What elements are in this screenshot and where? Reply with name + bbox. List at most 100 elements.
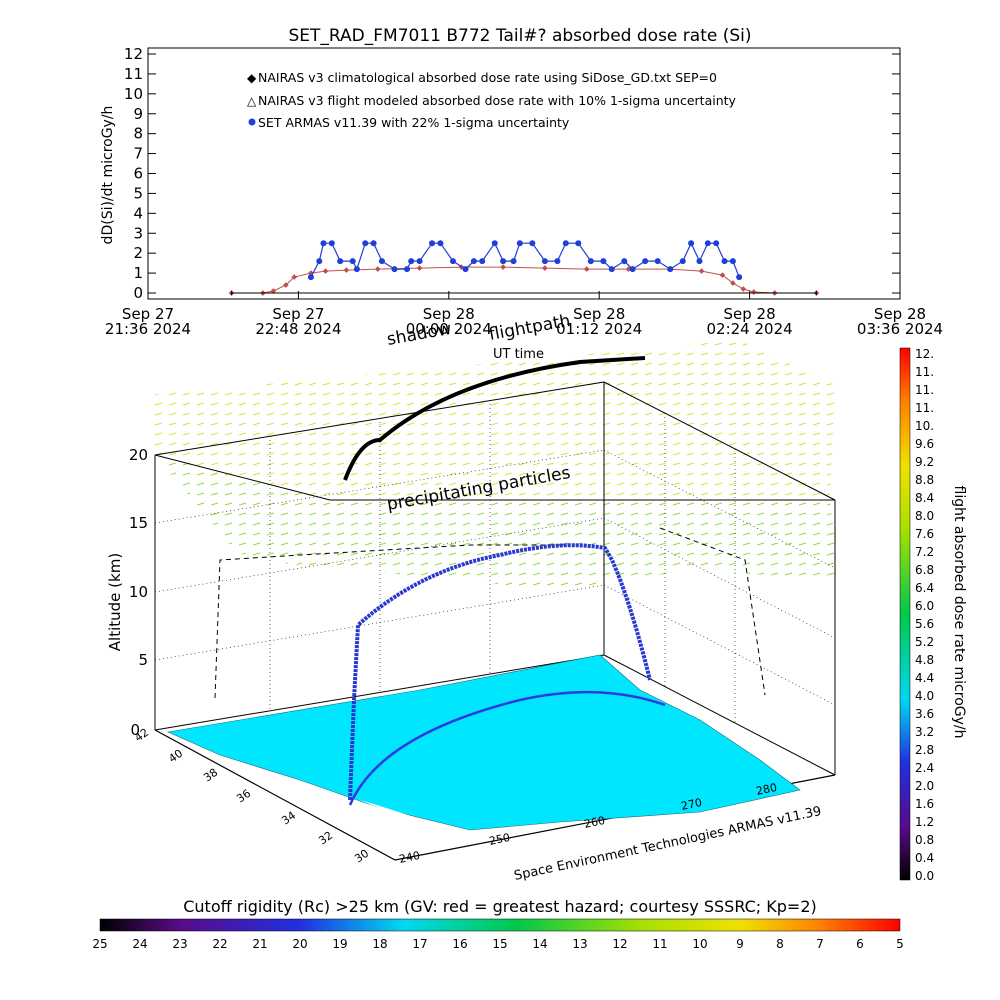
rigidity-colorbar-ticks: 25 24 23 22 21 20 19 18 17 16 15 14 13 12 11 10 9 8 7 6 5 xyxy=(92,937,903,951)
armas-point xyxy=(516,240,523,247)
lon-tick-270: 270 xyxy=(680,796,703,813)
y-tick-label: 0 xyxy=(133,284,143,302)
legend-label-armas: SET ARMAS v11.39 with 22% 1-sigma uncert… xyxy=(258,115,570,130)
nairas-clim-point xyxy=(500,264,506,270)
y-tick-label: 1 xyxy=(133,264,143,282)
precipitation-sheet-upper xyxy=(150,340,835,500)
legend-marker-armas xyxy=(248,118,256,126)
lat-tick-32: 32 xyxy=(316,829,335,848)
dose-tick-label: 11. xyxy=(915,401,934,415)
dose-tick-label: 10. xyxy=(915,419,934,433)
dose-tick-label: 0.0 xyxy=(915,869,934,883)
altitude-tick-0: 0 xyxy=(130,721,140,739)
nairas-clim-point xyxy=(270,288,277,294)
armas-point xyxy=(449,258,456,265)
x-tick-day: Sep 28 xyxy=(874,305,926,323)
armas-point xyxy=(370,240,377,247)
rigidity-tick-label: 14 xyxy=(532,937,547,951)
armas-point xyxy=(587,258,594,265)
dose-tick-label: 5.2 xyxy=(915,635,934,649)
y-tick-label: 10 xyxy=(124,85,143,103)
armas-point xyxy=(404,266,411,273)
armas-point xyxy=(328,240,335,247)
series-line-0 xyxy=(231,266,817,294)
altitude-tick-20: 20 xyxy=(129,446,148,464)
dose-tick-label: 4.0 xyxy=(915,689,934,703)
dose-tick-label: 9.6 xyxy=(915,437,934,451)
armas-point xyxy=(600,258,607,265)
flight-path xyxy=(348,543,652,801)
dose-colorbar-ticks: 0.0 0.4 0.8 1.2 1.6 2.0 2.4 2.8 3.2 3.6 4.0 4.4 4.8 5… xyxy=(915,347,934,883)
armas-point xyxy=(491,240,498,247)
armas-point xyxy=(696,258,703,265)
y-tick-label: 7 xyxy=(133,145,143,163)
dose-tick-label: 3.2 xyxy=(915,725,934,739)
armas-point xyxy=(353,266,360,273)
rigidity-tick-label: 17 xyxy=(412,937,427,951)
armas-point xyxy=(510,258,517,265)
armas-point xyxy=(320,240,327,247)
armas-point xyxy=(391,266,398,273)
x-tick-day: Sep 28 xyxy=(423,305,475,323)
dose-tick-label: 2.8 xyxy=(915,743,934,757)
nairas-clim-point xyxy=(730,280,736,286)
rigidity-tick-label: 5 xyxy=(896,937,904,951)
rigidity-tick-label: 19 xyxy=(332,937,347,951)
armas-point xyxy=(679,258,686,265)
y-tick-label: 9 xyxy=(133,105,143,123)
rigidity-tick-label: 6 xyxy=(856,937,864,951)
rigidity-colorbar xyxy=(99,918,901,932)
legend-label-nairas-flight: NAIRAS v3 flight modeled absorbed dose r… xyxy=(258,93,737,108)
dose-tick-label: 6.8 xyxy=(915,563,934,577)
armas-point xyxy=(316,258,323,265)
armas-point xyxy=(470,258,477,265)
rigidity-tick-label: 9 xyxy=(736,937,744,951)
plot-frame xyxy=(147,47,901,300)
dose-tick-label: 11. xyxy=(915,365,934,379)
x-tick-day: Sep 27 xyxy=(272,305,324,323)
shadow-label: shadow xyxy=(385,319,453,350)
armas-point xyxy=(349,258,356,265)
armas-point xyxy=(408,258,415,265)
nairas-clim-point xyxy=(583,266,590,272)
armas-point xyxy=(378,258,385,265)
dose-tick-label: 5.6 xyxy=(915,617,934,631)
armas-point xyxy=(337,258,344,265)
ut-time-curve xyxy=(343,356,646,481)
dose-tick-label: 1.2 xyxy=(915,815,934,829)
dose-tick-label: 6.4 xyxy=(915,581,934,595)
nairas-clim-point xyxy=(542,265,548,271)
dose-tick-label: 4.4 xyxy=(915,671,934,685)
armas-point xyxy=(307,274,314,281)
armas-point xyxy=(429,240,436,247)
dose-tick-label: 4.8 xyxy=(915,653,934,667)
rigidity-tick-label: 7 xyxy=(816,937,824,951)
nairas-clim-point xyxy=(750,289,757,295)
lat-tick-30: 30 xyxy=(352,847,371,866)
flightpath-label: flightpath xyxy=(487,311,572,345)
dose-tick-label: 8.0 xyxy=(915,509,934,523)
nairas-clim-point xyxy=(291,274,298,280)
armas-point xyxy=(629,266,636,273)
dose-colorbar xyxy=(899,347,911,881)
armas-point xyxy=(621,258,628,265)
rigidity-tick-label: 25 xyxy=(92,937,107,951)
y-tick-label: 6 xyxy=(133,165,143,183)
x-tick-day: Sep 27 xyxy=(122,305,174,323)
ground-track xyxy=(348,690,666,806)
armas-point xyxy=(437,240,444,247)
lat-tick-34: 34 xyxy=(279,809,298,828)
precipitation-sheet-lower xyxy=(155,455,840,590)
armas-point xyxy=(554,258,561,265)
x-tick-time: 22:48 2024 xyxy=(255,320,341,338)
altitude-tick-5: 5 xyxy=(138,651,148,669)
armas-point xyxy=(642,258,649,265)
lat-tick-36: 36 xyxy=(234,787,253,806)
map-ground-sea xyxy=(360,800,470,840)
armas-point xyxy=(529,240,536,247)
armas-point xyxy=(562,240,569,247)
legend-marker-nairas-flight: △ xyxy=(247,94,257,108)
map-ground xyxy=(166,654,801,831)
